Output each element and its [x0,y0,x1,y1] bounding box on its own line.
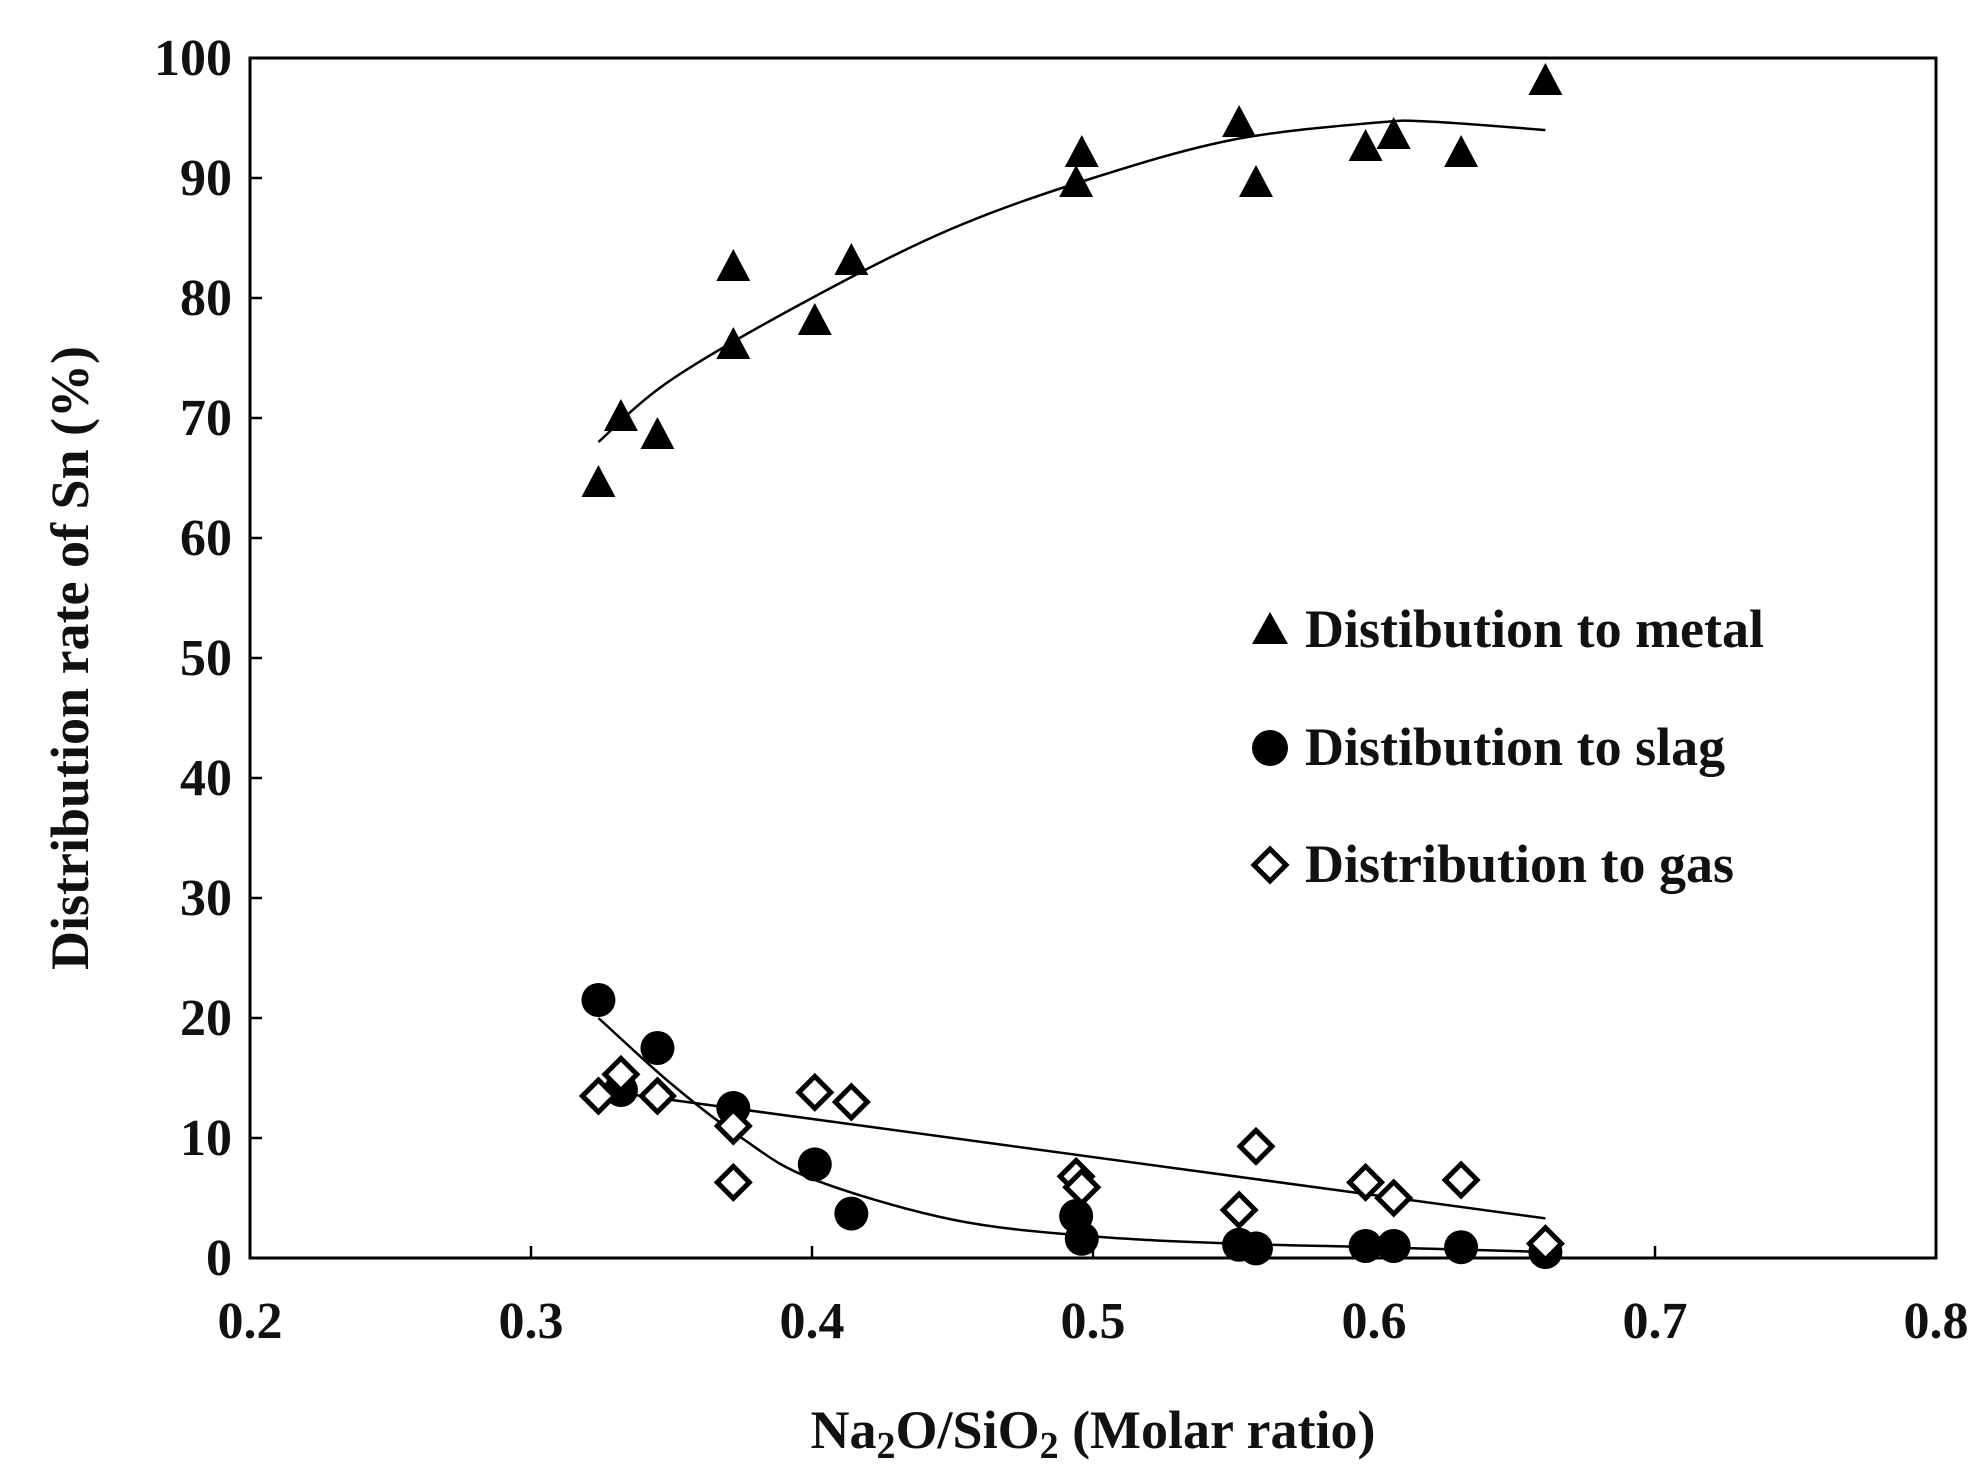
x-tick-label: 0.2 [218,1293,283,1350]
y-tick-label: 50 [180,630,232,687]
y-tick-label: 100 [154,30,232,87]
slag-point [834,1196,869,1231]
gas-point [831,1082,871,1122]
metal-point [581,465,616,497]
gas-point [578,1076,618,1116]
x-title-part-2: O/SiO [896,1400,1040,1460]
slag-point [797,1147,832,1182]
metal-point [1059,165,1094,197]
metal-point [603,399,638,431]
trend-line-metal [597,119,1546,443]
slag-point [1064,1221,1099,1256]
gas-point [713,1106,753,1146]
slag-point [640,1031,675,1065]
gas-point [1219,1190,1259,1230]
y-tick-label: 20 [180,990,232,1047]
gas-point [1374,1178,1414,1218]
legend: Distibution to metal Distibution to slag… [1250,599,1764,894]
slag-point [581,983,616,1017]
legend-diamond-marker [1250,845,1290,885]
slag-point [1238,1231,1273,1266]
metal-point [797,303,832,335]
legend-circle-marker [1252,730,1288,766]
gas-point [1441,1160,1481,1200]
y-axis-title: Distribution rate of Sn (%) [40,346,100,970]
legend-label-metal: Distibution to metal [1305,599,1764,659]
gas-point [1062,1167,1102,1207]
y-tick-label: 10 [180,1110,232,1167]
gas-point [795,1072,835,1112]
x-axis-title: Na2O/SiO2 (Molar ratio) [811,1400,1376,1467]
gas-point [1236,1126,1276,1166]
x-axis-tick-labels: 0.2 0.3 0.4 0.5 0.6 0.7 0.8 [218,1293,1969,1350]
y-tick-label: 90 [180,150,232,207]
legend-label-slag: Distibution to slag [1305,717,1725,777]
gas-point [637,1076,677,1116]
x-tick-label: 0.8 [1904,1293,1969,1350]
metal-point [834,243,869,275]
plot-frame [248,56,1938,1260]
y-tick-label: 40 [180,750,232,807]
metal-point [1376,117,1411,149]
metal-point [1528,63,1563,95]
trend-lines [597,119,1546,1254]
x-title-sub-2: 2 [1040,1425,1059,1467]
x-tick-label: 0.6 [1342,1293,1407,1350]
x-tick-label: 0.4 [780,1293,845,1350]
x-tick-label: 0.7 [1623,1293,1688,1350]
legend-triangle-marker [1252,612,1288,644]
y-axis-tick-labels: 0 10 20 30 40 50 60 70 80 90 100 [154,30,232,1287]
slag-point [1444,1230,1479,1265]
metal-point [716,327,751,359]
gas-point [713,1162,753,1202]
y-tick-label: 80 [180,270,232,327]
legend-label-gas: Distribution to gas [1305,834,1734,894]
metal-point [1222,105,1257,137]
slag-point [1376,1229,1411,1263]
x-title-part-1: Na [811,1400,877,1460]
slag-point [1348,1229,1383,1263]
x-title-part-3: (Molar ratio) [1059,1400,1376,1460]
y-tick-label: 0 [206,1230,232,1287]
gas-point [1346,1162,1386,1202]
metal-point [1348,129,1383,161]
x-title-sub-1: 2 [877,1425,896,1467]
y-tick-label: 60 [180,510,232,567]
x-tick-label: 0.3 [499,1293,564,1350]
gas-point [1525,1224,1565,1264]
y-tick-label: 70 [180,390,232,447]
metal-point [716,249,751,281]
gas-point [601,1054,641,1094]
metal-point [1064,135,1099,167]
data-points [578,63,1565,1269]
metal-point [640,417,675,449]
metal-point [1238,165,1273,197]
metal-point [1444,135,1479,167]
y-tick-label: 30 [180,870,232,927]
x-tick-label: 0.5 [1061,1293,1126,1350]
